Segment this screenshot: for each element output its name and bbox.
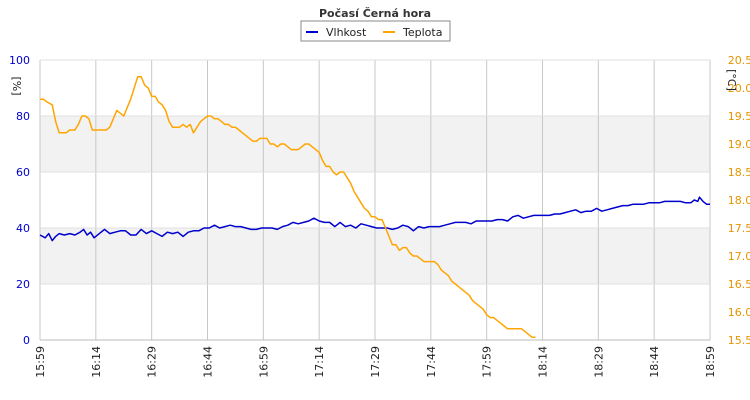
y-left-tick-label: 20 bbox=[16, 278, 30, 291]
x-tick-label: 17:44 bbox=[425, 346, 438, 378]
y-right-tick-label: 17.0 bbox=[728, 250, 750, 263]
x-tick-label: 16:29 bbox=[146, 346, 159, 378]
y-right-tick-label: 15.5 bbox=[728, 334, 750, 347]
x-tick-label: 17:29 bbox=[369, 346, 382, 378]
y-right-tick-label: 19.0 bbox=[728, 138, 750, 151]
x-tick-label: 18:29 bbox=[592, 346, 605, 378]
y-right-tick-label: 20.5 bbox=[728, 54, 750, 67]
x-tick-label: 16:14 bbox=[90, 346, 103, 378]
x-tick-label: 15:59 bbox=[34, 346, 47, 378]
series-line-teplota bbox=[40, 76, 536, 338]
y-left-tick-label: 100 bbox=[9, 54, 30, 67]
y-right-tick-label: 20.0 bbox=[728, 82, 750, 95]
x-tick-label: 16:44 bbox=[202, 346, 215, 378]
y-left-tick-label: 0 bbox=[23, 334, 30, 347]
legend-label-teplota: Teplota bbox=[402, 26, 442, 39]
y-left-tick-label: 40 bbox=[16, 222, 30, 235]
x-tick-label: 18:59 bbox=[704, 346, 717, 378]
series-line-vlhkost bbox=[39, 196, 710, 242]
right-axis-ticks: 15.5 16.0 16.5 17.0 17.5 18.0 18.5 19.0 19.5 20.0… bbox=[728, 54, 750, 347]
y-axis-label-right: [°C] bbox=[725, 69, 738, 91]
y-right-tick-label: 19.5 bbox=[728, 110, 750, 123]
y-right-tick-label: 17.5 bbox=[728, 222, 750, 235]
grid-lines bbox=[39, 59, 711, 341]
x-tick-label: 18:14 bbox=[537, 346, 550, 378]
legend: Vlhkost Teplota bbox=[300, 20, 451, 42]
x-tick-label: 16:59 bbox=[257, 346, 270, 378]
series-layer bbox=[39, 76, 710, 338]
legend-label-vlhkost: Vlhkost bbox=[326, 26, 367, 39]
legend-box bbox=[300, 20, 451, 42]
x-tick-label: 18:44 bbox=[648, 346, 661, 378]
x-axis-ticks: 15:59 16:14 16:29 16:44 16:59 17:14 17:29 17:44… bbox=[34, 346, 717, 378]
y-axis-label-left: [%] bbox=[10, 76, 23, 95]
x-tick-label: 17:59 bbox=[481, 346, 494, 378]
y-right-tick-label: 18.0 bbox=[728, 194, 750, 207]
y-right-tick-label: 18.5 bbox=[728, 166, 750, 179]
chart-title: Počasí Černá hora bbox=[319, 7, 431, 20]
y-left-tick-label: 80 bbox=[16, 110, 30, 123]
x-tick-label: 17:14 bbox=[313, 346, 326, 378]
y-left-tick-label: 60 bbox=[16, 166, 30, 179]
y-right-tick-label: 16.5 bbox=[728, 278, 750, 291]
y-right-tick-label: 16.0 bbox=[728, 306, 750, 319]
left-axis-ticks: 0 20 40 60 80 100 bbox=[9, 54, 30, 347]
